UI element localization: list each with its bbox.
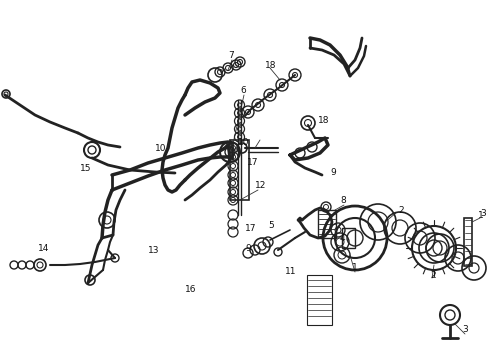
Text: 17: 17 bbox=[247, 158, 259, 166]
Text: 2: 2 bbox=[398, 206, 404, 215]
Text: 3: 3 bbox=[462, 325, 468, 334]
Text: 10: 10 bbox=[155, 144, 167, 153]
Text: 6: 6 bbox=[240, 86, 246, 95]
Text: 14: 14 bbox=[38, 243, 49, 252]
Text: 7: 7 bbox=[228, 50, 234, 59]
Text: 1: 1 bbox=[352, 264, 358, 273]
Text: 16: 16 bbox=[185, 285, 196, 294]
Text: 5: 5 bbox=[268, 220, 274, 230]
Text: 11: 11 bbox=[285, 267, 296, 276]
Text: 18: 18 bbox=[265, 60, 276, 69]
Text: 15: 15 bbox=[80, 163, 92, 172]
Text: 4: 4 bbox=[340, 234, 345, 243]
Text: 10: 10 bbox=[238, 138, 249, 147]
Bar bbox=[342, 228, 355, 248]
Bar bbox=[307, 275, 332, 325]
Text: 2: 2 bbox=[430, 270, 436, 279]
Text: 8: 8 bbox=[340, 195, 346, 204]
Text: 1: 1 bbox=[478, 211, 484, 220]
Text: 18: 18 bbox=[318, 116, 329, 125]
Text: 17: 17 bbox=[245, 224, 256, 233]
Bar bbox=[464, 218, 472, 266]
Text: 9: 9 bbox=[245, 243, 251, 252]
Bar bbox=[318, 210, 336, 238]
Text: 13: 13 bbox=[148, 246, 160, 255]
Bar bbox=[230, 140, 249, 200]
Text: 12: 12 bbox=[255, 180, 267, 189]
Text: 3: 3 bbox=[480, 208, 486, 217]
Text: 9: 9 bbox=[330, 167, 336, 176]
